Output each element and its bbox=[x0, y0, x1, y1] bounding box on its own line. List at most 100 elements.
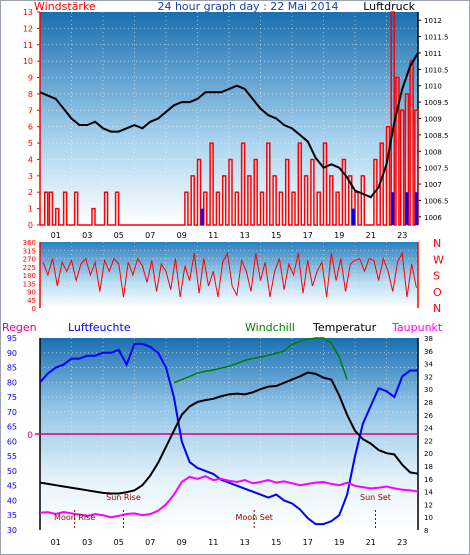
annotation-label: Moon Rise bbox=[54, 513, 95, 522]
direction-letter: W bbox=[433, 253, 444, 266]
temperature-tick-label: 26 bbox=[424, 412, 433, 420]
windchill-line bbox=[173, 337, 348, 384]
temperature-tick-label: 10 bbox=[424, 514, 433, 522]
temperature-tick-label: 20 bbox=[424, 450, 433, 458]
dewpoint-label: Taupunkt bbox=[391, 321, 443, 334]
wind-hour-tick: 21 bbox=[366, 231, 376, 240]
rain-label: Regen bbox=[2, 321, 37, 334]
humidity-tick-label: 55 bbox=[7, 452, 17, 461]
direction-letter: N bbox=[433, 237, 441, 250]
wind-hour-tick: 01 bbox=[51, 231, 61, 240]
humidity-line bbox=[39, 342, 418, 526]
direction-letter: O bbox=[433, 286, 442, 299]
direction-letter: S bbox=[433, 270, 440, 283]
wind-tick-label: 10 bbox=[23, 57, 33, 66]
wind-hour-tick: 11 bbox=[208, 231, 218, 240]
temperature-tick-label: 18 bbox=[424, 463, 433, 471]
humidity-label: Luftfeuchte bbox=[68, 321, 131, 334]
page-title: 24 hour graph day : 22 Mai 2014 bbox=[157, 0, 338, 13]
wind-tick-label: 0 bbox=[28, 221, 33, 230]
humidity-tick-label: 70 bbox=[7, 408, 17, 417]
pressure-tick-label: 1011 bbox=[424, 50, 442, 58]
hum-hour-tick: 13 bbox=[240, 538, 250, 547]
wind-tick-label: 4 bbox=[28, 155, 33, 164]
windchill-label: Windchill bbox=[245, 321, 295, 334]
direction-tick-label: 225 bbox=[23, 264, 36, 272]
hum-hour-tick: 01 bbox=[51, 538, 61, 547]
hum-hour-tick: 23 bbox=[397, 538, 407, 547]
pressure-tick-label: 1006.5 bbox=[424, 197, 449, 205]
wind-hour-tick: 09 bbox=[177, 231, 187, 240]
wind-tick-label: 2 bbox=[28, 188, 33, 197]
pressure-tick-label: 1007 bbox=[424, 181, 442, 189]
pressure-tick-label: 1009.5 bbox=[424, 99, 449, 107]
wind-tick-label: 11 bbox=[23, 41, 33, 50]
temperature-tick-label: 34 bbox=[424, 361, 433, 369]
pressure-tick-label: 1008.5 bbox=[424, 132, 449, 140]
wind-tick-label: 1 bbox=[28, 205, 33, 214]
hum-hour-tick: 05 bbox=[114, 538, 124, 547]
humidity-tick-label: 30 bbox=[7, 526, 17, 535]
humidity-tick-label: 60 bbox=[7, 437, 17, 446]
pressure-tick-label: 1012 bbox=[424, 17, 442, 25]
temperature-tick-label: 28 bbox=[424, 399, 433, 407]
humidity-tick-label: 95 bbox=[7, 334, 17, 343]
direction-tick-label: 45 bbox=[27, 297, 36, 305]
direction-tick-label: 360 bbox=[23, 239, 36, 247]
humidity-tick-label: 80 bbox=[7, 378, 17, 387]
annotation-label: Sun Set bbox=[360, 493, 391, 502]
wind-gust-bar bbox=[351, 208, 355, 225]
wind-axis-title: Windstärke bbox=[34, 0, 96, 13]
hum-hour-tick: 17 bbox=[303, 538, 313, 547]
pressure-tick-label: 1008 bbox=[424, 148, 442, 156]
wind-tick-label: 12 bbox=[23, 24, 33, 33]
wind-direction-line bbox=[42, 251, 417, 298]
wind-hour-tick: 13 bbox=[240, 231, 250, 240]
dewpoint-line bbox=[39, 475, 419, 519]
hum-hour-tick: 07 bbox=[145, 538, 155, 547]
hum-hour-tick: 03 bbox=[82, 538, 92, 547]
humidity-tick-label: 45 bbox=[7, 482, 17, 491]
direction-tick-label: 90 bbox=[27, 289, 36, 297]
temperature-tick-label: 30 bbox=[424, 386, 433, 394]
wind-hour-tick: 23 bbox=[397, 231, 407, 240]
hum-hour-tick: 11 bbox=[208, 538, 218, 547]
pressure-tick-label: 1011.5 bbox=[424, 34, 449, 42]
wind-hour-tick: 17 bbox=[303, 231, 313, 240]
humidity-tick-label: 50 bbox=[7, 467, 17, 476]
pressure-line bbox=[39, 52, 419, 199]
annotation-label: Sun Rise bbox=[106, 493, 141, 502]
wind-hour-tick: 07 bbox=[145, 231, 155, 240]
humidity-tick-label: 40 bbox=[7, 496, 17, 505]
humidity-tick-label: 85 bbox=[7, 364, 17, 373]
temperature-tick-label: 16 bbox=[424, 476, 433, 484]
temperature-tick-label: 12 bbox=[424, 501, 433, 509]
wind-gust-bar bbox=[200, 208, 204, 225]
hum-hour-tick: 15 bbox=[271, 538, 281, 547]
temperature-tick-label: 24 bbox=[424, 425, 433, 433]
direction-tick-label: 0 bbox=[32, 305, 36, 313]
wind-hour-tick: 05 bbox=[114, 231, 124, 240]
direction-tick-label: 180 bbox=[23, 272, 36, 280]
wind-tick-label: 7 bbox=[28, 106, 33, 115]
pressure-tick-label: 1007.5 bbox=[424, 165, 449, 173]
wind-tick-label: 8 bbox=[28, 90, 33, 99]
direction-tick-label: 315 bbox=[23, 247, 36, 255]
temperature-tick-label: 22 bbox=[424, 437, 433, 445]
wind-tick-label: 6 bbox=[28, 123, 33, 132]
temperature-tick-label: 8 bbox=[424, 527, 428, 535]
temperature-tick-label: 14 bbox=[424, 489, 433, 497]
humidity-tick-label: 75 bbox=[7, 393, 17, 402]
wind-gust-bar bbox=[391, 192, 395, 225]
hum-hour-tick: 21 bbox=[366, 538, 376, 547]
wind-tick-label: 9 bbox=[28, 74, 33, 83]
wind-gust-bar bbox=[405, 192, 409, 225]
direction-tick-label: 135 bbox=[23, 280, 36, 288]
wind-hour-tick: 15 bbox=[271, 231, 281, 240]
hum-hour-tick: 09 bbox=[177, 538, 187, 547]
annotation-label: Moon Set bbox=[235, 513, 272, 522]
hum-hour-tick: 19 bbox=[334, 538, 344, 547]
wind-speed-line bbox=[40, 11, 419, 226]
temperature-tick-label: 32 bbox=[424, 373, 433, 381]
